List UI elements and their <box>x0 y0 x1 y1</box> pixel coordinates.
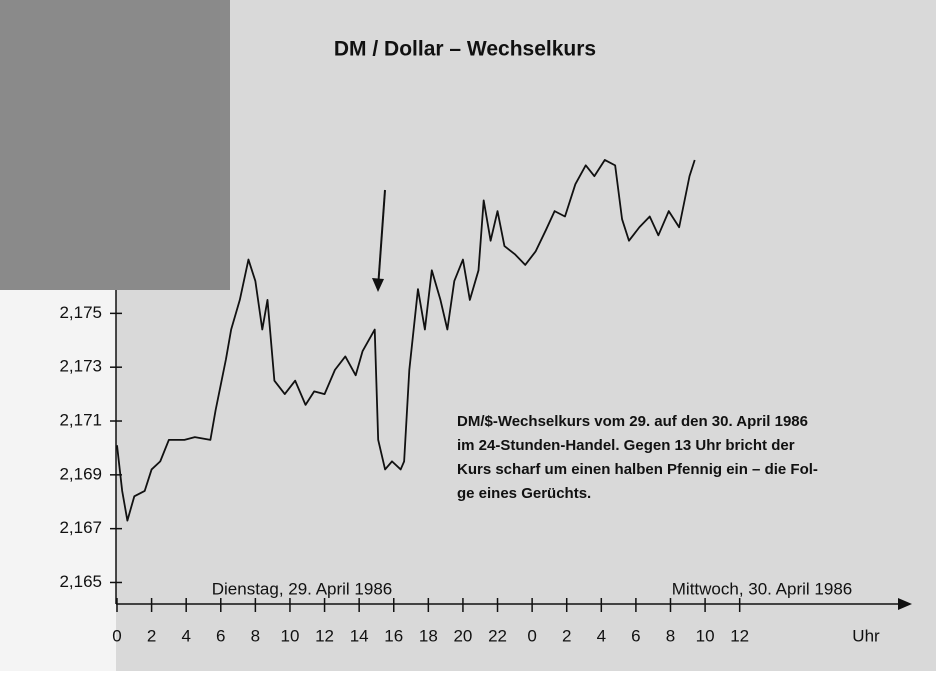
y-tick-label: 2,169 <box>59 464 102 483</box>
x-tick-label: 0 <box>527 626 536 645</box>
x-tick-label: 14 <box>350 626 369 645</box>
caption: ge eines Gerüchts. <box>457 485 591 502</box>
x-tick-label: 16 <box>384 626 403 645</box>
caption: Kurs scharf um einen halben Pfennig ein … <box>457 461 818 478</box>
x-tick-label: 6 <box>216 626 225 645</box>
y-tick-label: 2,173 <box>59 357 102 376</box>
x-tick-label: 0 <box>112 626 121 645</box>
x-tick-label: 10 <box>696 626 715 645</box>
x-tick-label: 2 <box>147 626 156 645</box>
chart: DM / Dollar – Wechselkurs Uhr Dienstag, … <box>0 0 936 671</box>
annotation: Mittwoch, 30. April 1986 <box>672 579 852 598</box>
x-tick-label: 4 <box>181 626 190 645</box>
caption: DM/$-Wechselkurs vom 29. auf den 30. Apr… <box>457 413 808 430</box>
x-axis-label: Uhr <box>852 626 880 645</box>
x-tick-label: 10 <box>281 626 300 645</box>
x-tick-label: 4 <box>597 626 606 645</box>
y-tick-label: 2,165 <box>59 572 102 591</box>
y-tick-label: 2,175 <box>59 303 102 322</box>
x-tick-label: 12 <box>315 626 334 645</box>
x-tick-label: 8 <box>251 626 260 645</box>
y-tick-label: 2,167 <box>59 518 102 537</box>
x-tick-label: 18 <box>419 626 438 645</box>
x-tick-label: 12 <box>730 626 749 645</box>
x-tick-label: 8 <box>666 626 675 645</box>
chart-title: DM / Dollar – Wechselkurs <box>334 38 596 61</box>
x-tick-label: 20 <box>453 626 472 645</box>
x-tick-label: 2 <box>562 626 571 645</box>
x-tick-label: 22 <box>488 626 507 645</box>
y-tick-label: 2,171 <box>59 410 102 429</box>
caption: im 24-Stunden-Handel. Gegen 13 Uhr brich… <box>457 437 795 454</box>
photo <box>0 0 230 290</box>
x-tick-label: 6 <box>631 626 640 645</box>
annotation: Dienstag, 29. April 1986 <box>212 579 393 598</box>
